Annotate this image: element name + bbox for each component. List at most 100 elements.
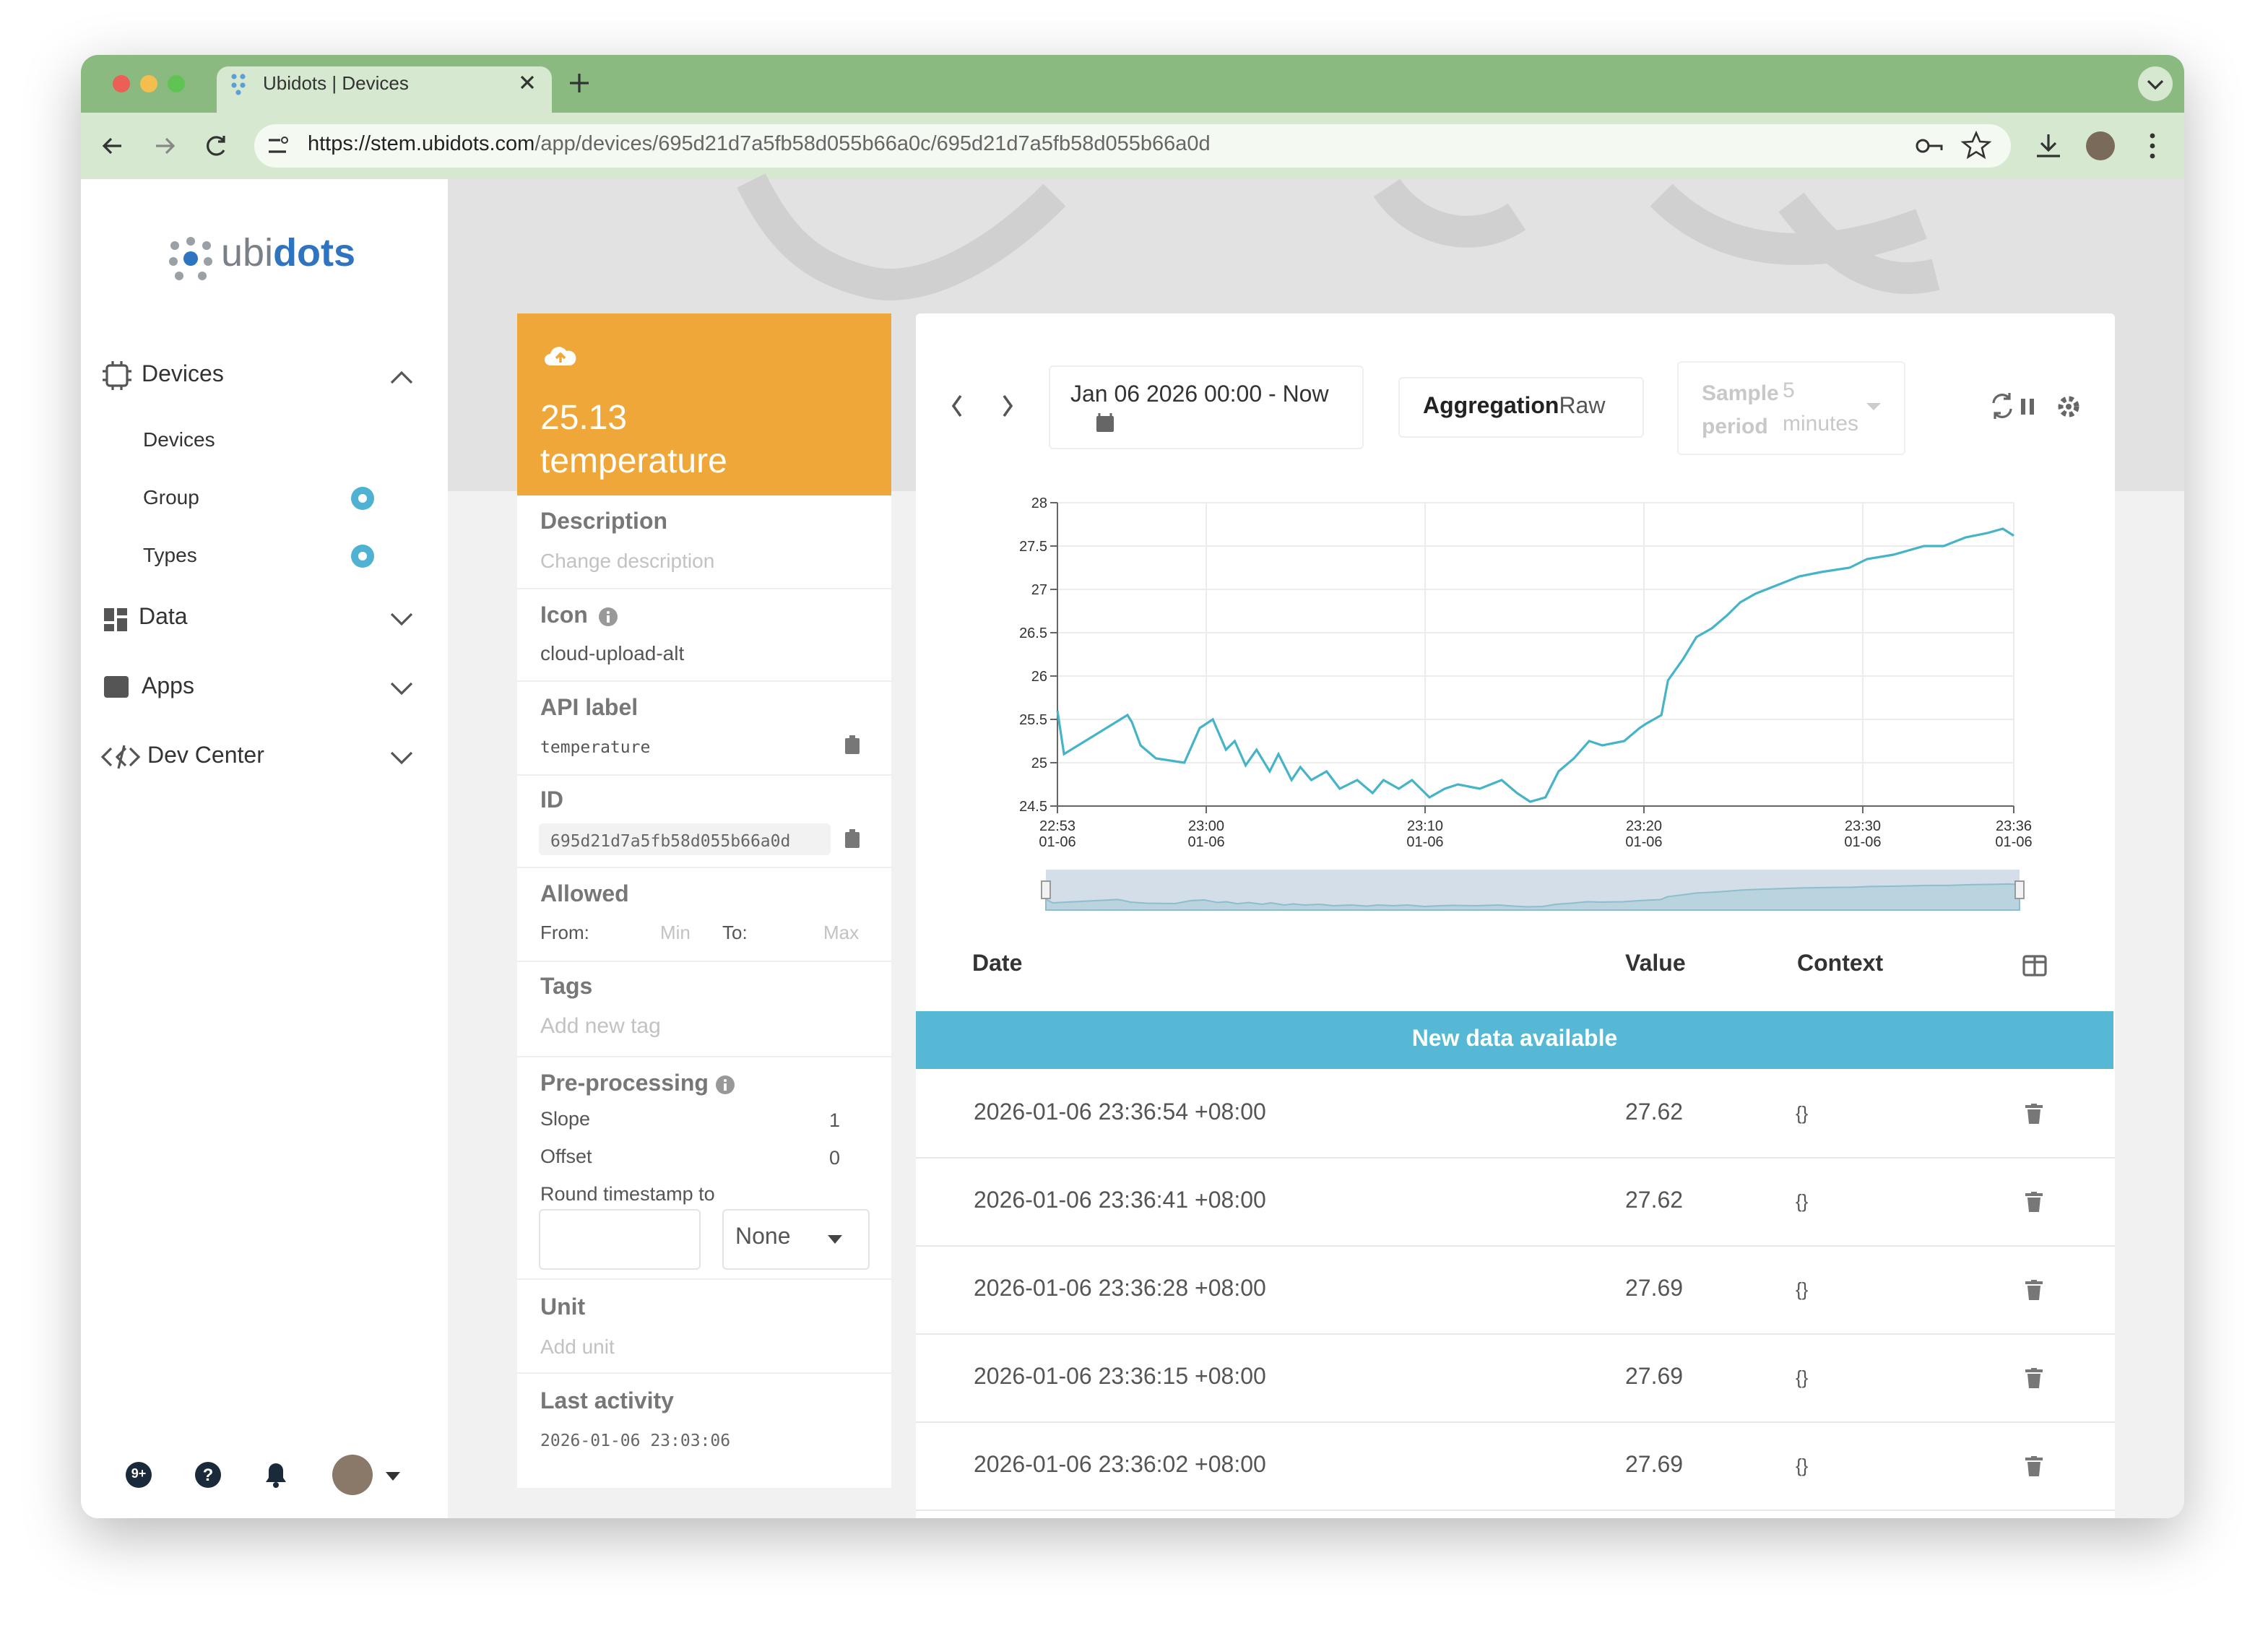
x-tick-label: 23:30 01-06 — [1844, 818, 1881, 850]
sample-unit: minutes — [1783, 412, 1859, 436]
svg-text:?: ? — [203, 1465, 214, 1485]
delete-icon[interactable] — [2025, 1456, 2043, 1476]
nav-item[interactable]: Data — [139, 605, 188, 630]
variable-name[interactable]: temperature — [540, 442, 727, 481]
sample-label: Sample period — [1702, 381, 1779, 439]
delete-icon[interactable] — [2025, 1104, 2043, 1124]
variable-card — [517, 313, 891, 495]
field-value: 2026-01-06 23:03:06 — [540, 1430, 731, 1450]
y-tick-label: 27 — [1031, 582, 1047, 598]
y-tick-label: 25 — [1031, 755, 1047, 771]
navigator-handle — [1041, 880, 1051, 899]
new-data-banner[interactable] — [916, 1011, 2113, 1069]
url-field[interactable] — [254, 124, 2011, 168]
field-input[interactable]: Min — [660, 922, 691, 943]
nav-subitem[interactable]: Devices — [143, 428, 215, 451]
trash — [2025, 1104, 2043, 1124]
y-tick-label: 27.5 — [1019, 539, 1047, 555]
field-value[interactable]: temperature — [540, 737, 651, 757]
field-value[interactable]: 1 — [829, 1109, 841, 1131]
x-tick-label: 23:10 01-06 — [1406, 818, 1443, 850]
nav-item[interactable]: Apps — [142, 675, 194, 699]
trash — [2025, 1368, 2043, 1388]
cell-value: 27.62 — [1625, 1189, 1684, 1213]
cell-context: {} — [1796, 1190, 1809, 1212]
tab-title[interactable]: Ubidots | Devices — [263, 72, 409, 94]
logo-part: ubi — [221, 231, 274, 274]
field-text: Offset — [540, 1146, 592, 1167]
date-picker[interactable] — [1049, 365, 1364, 449]
x-tick-label: 23:20 01-06 — [1625, 818, 1662, 850]
round-select[interactable] — [722, 1209, 870, 1270]
date-range: Jan 06 2026 00:00 - Now — [1070, 383, 1329, 407]
field-input[interactable]: Add new tag — [540, 1014, 661, 1039]
delete-icon[interactable] — [2025, 1280, 2043, 1300]
copy-icon[interactable] — [845, 735, 860, 754]
nav-item[interactable]: Dev Center — [147, 744, 264, 768]
field-label: Icon — [540, 604, 588, 628]
row-separator — [916, 1157, 2115, 1159]
cell-context: {} — [1796, 1278, 1809, 1300]
logo-part: dots — [273, 231, 356, 274]
delete-icon[interactable] — [2025, 1192, 2043, 1212]
select-value: None — [735, 1225, 791, 1250]
nav-subitem[interactable]: Group — [143, 485, 199, 508]
field-value[interactable]: cloud-upload-alt — [540, 641, 685, 664]
url[interactable]: https://stem.ubidots.com/app/devices/695… — [308, 133, 1211, 156]
cell-date: 2026-01-06 23:36:28 +08:00 — [974, 1277, 1266, 1302]
sample-period[interactable] — [1677, 361, 1905, 455]
copy-icon[interactable] — [845, 829, 860, 848]
row-separator — [916, 1510, 2115, 1511]
field-value[interactable]: 695d21d7a5fb58d055b66a0d — [550, 831, 791, 851]
separator — [517, 1372, 891, 1374]
y-tick-label: 24.5 — [1019, 799, 1047, 815]
cell-context: {} — [1796, 1102, 1809, 1124]
separator — [517, 1278, 891, 1280]
y-tick-label: 26 — [1031, 669, 1047, 685]
cell-value: 27.69 — [1625, 1277, 1684, 1302]
info-icon[interactable] — [598, 607, 618, 627]
delete-icon[interactable] — [2025, 1368, 2043, 1388]
nav-item[interactable]: Devices — [142, 363, 224, 387]
field-input[interactable]: Change description — [540, 549, 715, 572]
y-tick-label: 28 — [1031, 495, 1047, 511]
data-panel — [916, 313, 2115, 1518]
column-header: Date — [972, 952, 1023, 977]
field-label: API label — [540, 696, 639, 721]
info-icon[interactable] — [715, 1075, 735, 1095]
field-input[interactable]: Add unit — [540, 1335, 615, 1358]
field-input[interactable]: Max — [823, 922, 860, 943]
round-input[interactable] — [539, 1209, 701, 1270]
cell-value: 27.69 — [1625, 1453, 1684, 1478]
columns-icon[interactable] — [2022, 955, 2047, 977]
aggregation-select[interactable] — [1398, 377, 1644, 438]
cell-date: 2026-01-06 23:36:15 +08:00 — [974, 1365, 1266, 1390]
logo[interactable]: ubidots — [221, 231, 355, 276]
cloud-icon — [545, 347, 576, 365]
sidebar — [81, 179, 448, 1518]
field-label: Tags — [540, 975, 593, 1000]
trash — [2025, 1456, 2043, 1476]
row-separator — [916, 1333, 2115, 1335]
info-panel — [517, 495, 891, 1488]
navigator-handle — [2014, 880, 2025, 899]
navigator-series — [1045, 883, 2020, 911]
aggregation: AggregationRaw — [1423, 394, 1605, 420]
caret — [828, 1235, 842, 1244]
field-value[interactable]: 0 — [829, 1147, 841, 1169]
trash — [2025, 1280, 2043, 1300]
x-tick-label: 23:36 01-06 — [1995, 818, 2032, 850]
data-line — [1056, 527, 2014, 803]
cell-date: 2026-01-06 23:36:41 +08:00 — [974, 1189, 1266, 1213]
cell-date: 2026-01-06 23:36:02 +08:00 — [974, 1453, 1266, 1478]
separator — [517, 588, 891, 589]
field-text: Slope — [540, 1108, 591, 1130]
trash — [2025, 1192, 2043, 1212]
nav-subitem[interactable]: Types — [143, 543, 197, 566]
active-tab[interactable] — [217, 66, 552, 113]
field-label: ID — [540, 789, 563, 813]
column-header: Value — [1625, 952, 1686, 977]
field-text: To: — [722, 922, 748, 943]
field-label: Last activity — [540, 1390, 674, 1414]
